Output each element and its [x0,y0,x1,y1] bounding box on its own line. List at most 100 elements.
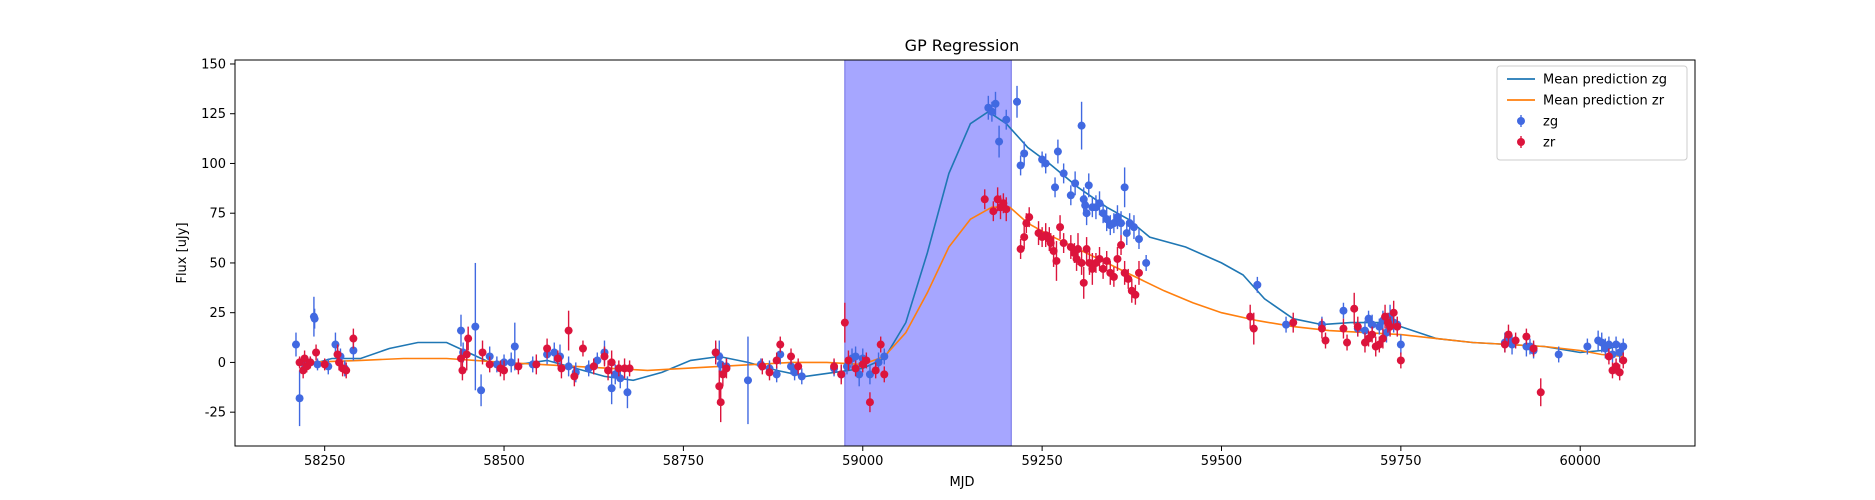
data-point [1079,278,1088,287]
data-point [342,366,351,375]
data-point [1117,241,1126,250]
data-point [478,348,487,357]
data-point [1360,326,1369,335]
data-point [1095,254,1104,263]
data-point [1536,388,1545,397]
data-point [1393,322,1402,331]
data-point [510,342,519,351]
data-point [500,366,509,375]
data-point [550,348,559,357]
data-point [313,360,322,369]
data-point [722,364,731,373]
data-point [593,356,602,365]
y-axis-label: Flux [uJy] [175,222,190,283]
x-tick-label: 58250 [304,454,345,469]
data-point [1619,356,1628,365]
data-point [871,366,880,375]
data-point [1339,306,1348,315]
data-point [604,366,613,375]
data-point [1066,243,1075,252]
x-tick-label: 59750 [1380,454,1421,469]
data-point [1321,336,1330,345]
data-point [589,362,598,371]
data-point [999,199,1008,208]
x-axis-label: MJD [949,475,974,490]
data-point [1615,368,1624,377]
data-point [1529,344,1538,353]
data-point [1059,239,1068,248]
data-point [1117,219,1126,228]
data-point [1129,223,1138,232]
legend-label: zr [1543,136,1556,151]
data-point [349,346,358,355]
data-point [1597,338,1606,347]
data-point [758,362,767,371]
data-point [1102,215,1111,224]
data-point [1124,274,1133,283]
data-point [458,366,467,375]
data-point [787,352,796,361]
data-point [743,376,752,385]
data-point [776,340,785,349]
data-point [987,107,996,116]
data-point [1053,147,1062,156]
x-tick-label: 59000 [842,454,883,469]
data-point [1368,320,1377,329]
data-point [564,326,573,335]
data-point [1604,340,1613,349]
data-point [1084,181,1093,190]
data-point [600,352,609,361]
data-point [1368,330,1377,339]
data-point [1612,340,1621,349]
data-point [1113,254,1122,263]
data-point [477,386,486,395]
data-point [1500,340,1509,349]
data-point [1022,219,1031,228]
data-point [1066,191,1075,200]
data-point [1109,219,1118,228]
data-point [1396,356,1405,365]
chart-title: GP Regression [905,36,1020,55]
data-point [1088,264,1097,273]
data-point [787,362,796,371]
data-point [349,334,358,343]
data-point [1396,340,1405,349]
data-point [1131,290,1140,299]
data-point [1056,223,1065,232]
data-point [837,370,846,379]
data-point [295,394,304,403]
data-point [1619,342,1628,351]
data-point [1082,245,1091,254]
data-point [1099,209,1108,218]
data-point [980,195,989,204]
x-tick-label: 60000 [1560,454,1601,469]
data-point [1246,312,1255,321]
y-tick-label: -25 [205,406,226,421]
x-tick-label: 59500 [1201,454,1242,469]
data-point [578,344,587,353]
data-point [1077,258,1086,267]
data-point [865,398,874,407]
data-point [607,384,616,393]
data-point [1081,201,1090,210]
x-tick-label: 58500 [483,454,524,469]
data-point [1381,312,1390,321]
legend-label: Mean prediction zg [1543,73,1667,88]
data-point [1113,213,1122,222]
data-point [507,358,516,367]
data-point [1051,183,1060,192]
data-point [320,360,329,369]
data-point [607,358,616,367]
data-point [1020,233,1029,242]
data-point [772,370,781,379]
data-point [1134,235,1143,244]
data-point [1386,322,1395,331]
y-tick-label: 25 [209,306,226,321]
legend-label: Mean prediction zr [1543,94,1665,109]
data-point [989,207,998,216]
data-point [616,374,625,383]
data-point [995,137,1004,146]
data-point [456,326,465,335]
data-point [1389,308,1398,317]
data-point [797,372,806,381]
